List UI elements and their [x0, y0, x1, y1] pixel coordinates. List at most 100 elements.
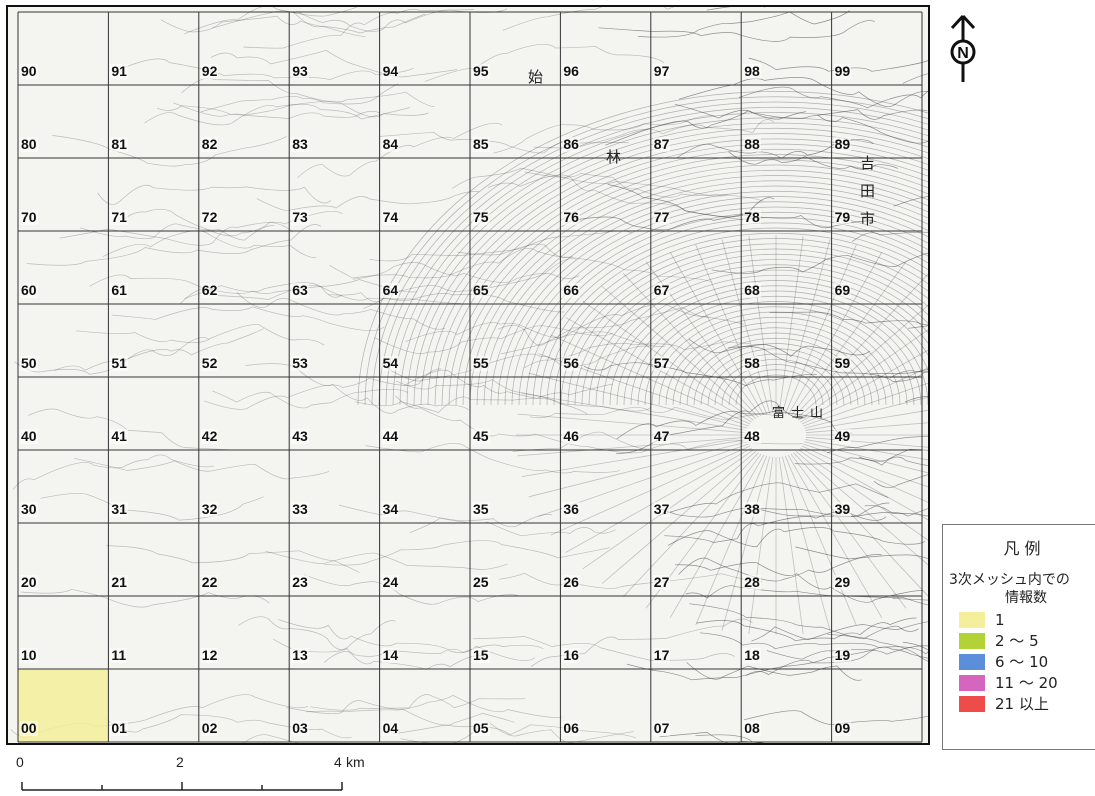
mesh-cell-label-63: 63 — [291, 282, 309, 298]
legend-label: 2 ～ 5 — [995, 632, 1039, 650]
mesh-cell-label-54: 54 — [381, 355, 400, 371]
mesh-cell-label-19: 19 — [833, 647, 852, 663]
mesh-cell-label-49: 49 — [833, 428, 852, 444]
legend-label: 11 ～ 20 — [995, 674, 1058, 692]
north-arrow-icon: N — [950, 14, 976, 82]
mesh-cell-label-09: 09 — [833, 720, 852, 736]
scale-bar-line — [21, 782, 343, 791]
mesh-cell-label-04: 04 — [381, 720, 400, 736]
mesh-cell-label-15: 15 — [472, 647, 490, 663]
mesh-cell-label-66: 66 — [562, 282, 580, 298]
mesh-cell-label-31: 31 — [110, 501, 128, 517]
mesh-cell-label-62: 62 — [200, 282, 219, 298]
mesh-cell-label-98: 98 — [743, 63, 761, 79]
mesh-cell-label-32: 32 — [200, 501, 219, 517]
place-label-fujiyoshida-3: 市 — [860, 210, 876, 228]
mesh-cell-label-03: 03 — [291, 720, 309, 736]
mesh-cell-label-87: 87 — [652, 136, 671, 152]
place-label-fujiyoshida-2: 田 — [860, 182, 876, 200]
mesh-cell-label-48: 48 — [743, 428, 761, 444]
legend-label: 6 ～ 10 — [995, 653, 1049, 671]
mesh-cell-label-51: 51 — [110, 355, 128, 371]
mesh-cell-label-78: 78 — [743, 209, 761, 225]
mesh-cell-label-17: 17 — [652, 647, 671, 663]
mesh-cell-label-01: 01 — [110, 720, 128, 736]
mesh-cell-label-95: 95 — [472, 63, 490, 79]
mesh-cell-label-61: 61 — [110, 282, 128, 298]
mesh-cell-label-77: 77 — [652, 209, 671, 225]
mesh-cell-label-56: 56 — [562, 355, 580, 371]
legend-swatch — [959, 654, 985, 670]
mesh-cell-label-25: 25 — [472, 574, 490, 590]
scale-tick-0: 0 — [16, 754, 24, 770]
mesh-cell-label-57: 57 — [652, 355, 671, 371]
mesh-cell-label-83: 83 — [291, 136, 309, 152]
mesh-cell-label-28: 28 — [743, 574, 761, 590]
mesh-cell-label-76: 76 — [562, 209, 580, 225]
mesh-cell-label-34: 34 — [381, 501, 400, 517]
mesh-cell-label-06: 06 — [562, 720, 580, 736]
mesh-cell-label-13: 13 — [291, 647, 309, 663]
mesh-cell-label-05: 05 — [472, 720, 490, 736]
mesh-cell-label-40: 40 — [20, 428, 38, 444]
legend-label: 1 — [995, 611, 1005, 629]
mesh-cell-label-71: 71 — [110, 209, 128, 225]
mesh-cell-label-93: 93 — [291, 63, 309, 79]
mesh-cell-label-67: 67 — [652, 282, 671, 298]
mesh-cell-label-24: 24 — [381, 574, 400, 590]
mesh-cell-label-86: 86 — [562, 136, 580, 152]
place-label-fujiyoshida-1: 吉 — [860, 154, 876, 172]
mesh-cell-label-43: 43 — [291, 428, 309, 444]
mesh-cell-label-16: 16 — [562, 647, 580, 663]
mesh-cell-label-45: 45 — [472, 428, 490, 444]
scale-unit: km — [346, 754, 365, 770]
mesh-cell-label-14: 14 — [381, 647, 400, 663]
mesh-cell-label-39: 39 — [833, 501, 852, 517]
mesh-cell-label-11: 11 — [110, 647, 128, 663]
legend-label: 21 以上 — [995, 695, 1049, 713]
scale-bar: 0 2 4 km — [0, 752, 400, 796]
legend-swatch — [959, 633, 985, 649]
mesh-cell-label-36: 36 — [562, 501, 580, 517]
mesh-cell-label-55: 55 — [472, 355, 490, 371]
mesh-cell-label-92: 92 — [200, 63, 219, 79]
mesh-cell-label-74: 74 — [381, 209, 400, 225]
mesh-cell-label-69: 69 — [833, 282, 852, 298]
mesh-cell-label-33: 33 — [291, 501, 309, 517]
legend-swatch — [959, 675, 985, 691]
mesh-cell-label-26: 26 — [562, 574, 580, 590]
mesh-cell-label-20: 20 — [20, 574, 38, 590]
mesh-cell-label-58: 58 — [743, 355, 761, 371]
mesh-cell-label-44: 44 — [381, 428, 400, 444]
legend-swatch — [959, 612, 985, 628]
mesh-grid-lines — [17, 11, 923, 743]
mesh-cell-label-91: 91 — [110, 63, 128, 79]
mesh-cell-label-70: 70 — [20, 209, 38, 225]
mesh-cell-label-23: 23 — [291, 574, 309, 590]
mesh-cell-label-60: 60 — [20, 282, 38, 298]
place-label-fujisan: 富士山 — [772, 406, 830, 421]
mesh-cell-label-90: 90 — [20, 63, 38, 79]
legend-swatch — [959, 696, 985, 712]
mesh-cell-label-42: 42 — [200, 428, 219, 444]
mesh-cell-label-81: 81 — [110, 136, 128, 152]
mesh-cell-label-08: 08 — [743, 720, 761, 736]
mesh-cell-label-21: 21 — [110, 574, 128, 590]
mesh-cell-label-84: 84 — [381, 136, 400, 152]
mesh-cell-label-35: 35 — [472, 501, 490, 517]
mesh-cell-label-38: 38 — [743, 501, 761, 517]
mesh-cell-label-88: 88 — [743, 136, 761, 152]
mesh-cell-label-85: 85 — [472, 136, 490, 152]
north-letter: N — [957, 45, 969, 62]
mesh-cell-label-02: 02 — [200, 720, 219, 736]
mesh-cell-label-99: 99 — [833, 63, 852, 79]
mesh-cell-label-75: 75 — [472, 209, 490, 225]
scale-tick-2: 2 — [176, 754, 184, 770]
mesh-cell-label-68: 68 — [743, 282, 761, 298]
mesh-grid: 90 91 92 93 94 95 96 97 98 99 80 81 82 83 84 85 86 87 88 89… — [18, 12, 922, 742]
legend-title: 凡 例 — [1003, 539, 1041, 558]
mesh-cell-label-22: 22 — [200, 574, 219, 590]
mesh-cell-label-41: 41 — [110, 428, 128, 444]
mesh-cell-label-27: 27 — [652, 574, 671, 590]
mesh-cell-label-65: 65 — [472, 282, 490, 298]
